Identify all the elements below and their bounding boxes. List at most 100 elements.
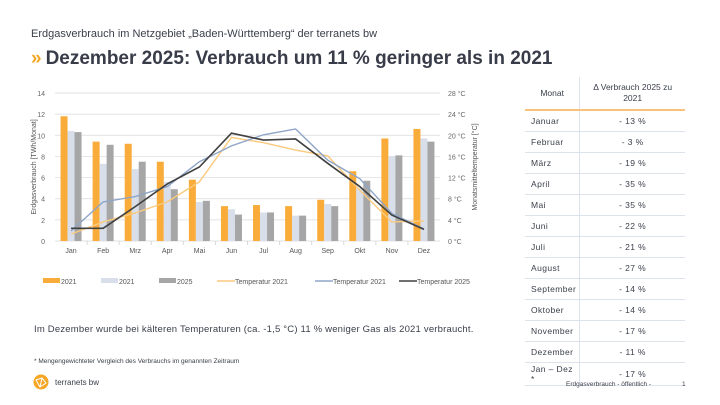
y2-axis-label: Monatsmitteltemperatur [°C] <box>471 123 479 210</box>
bar-2021 <box>163 181 171 241</box>
table-row: Mai - 35 % <box>525 194 685 216</box>
month-label: Juli <box>525 236 581 258</box>
table-row: April - 35 % <box>525 173 685 195</box>
month-label: August <box>525 257 581 279</box>
bar-2021 <box>227 209 235 241</box>
bar-2021 <box>188 179 196 241</box>
y2-tick-label: 20 °C <box>448 132 466 140</box>
bar-2025 <box>74 132 82 241</box>
delta-value: - 27 % <box>579 257 685 279</box>
x-tick-label: Jul <box>259 248 268 255</box>
x-tick-label: Aug <box>289 248 302 255</box>
page-title: » Dezember 2025: Verbrauch um 11 % gering… <box>31 48 553 69</box>
month-label: Jan – Dez * <box>525 362 581 386</box>
legend-label: 2025 <box>177 279 193 286</box>
y2-tick-label: 0 °C <box>448 238 462 246</box>
line-Temperatur-2021 <box>70 128 425 232</box>
y2-tick-label: 16 °C <box>448 153 466 161</box>
x-tick-label: Jan <box>65 248 76 255</box>
x-tick-label: Apr <box>162 248 174 255</box>
legend-swatch <box>43 278 60 283</box>
legend-label: 2021 <box>61 279 77 286</box>
delta-table: Monat Δ Verbrauch 2025 zu 2021 Januar - 1… <box>525 77 685 386</box>
month-label: April <box>525 173 581 195</box>
bar-2025 <box>202 200 210 241</box>
legend-label: 2021 <box>119 279 135 286</box>
subtitle: Erdgasverbrauch im Netzgebiet „Baden-Wür… <box>31 28 378 40</box>
bar-2025 <box>267 212 275 241</box>
bar-2021 <box>253 205 261 241</box>
delta-value: - 17 % <box>579 362 685 386</box>
x-tick-label: Mrz <box>129 248 141 255</box>
table-row: November - 17 % <box>525 320 685 342</box>
y-tick-label: 10 <box>37 133 45 140</box>
delta-value: - 35 % <box>579 173 685 195</box>
x-tick-label: Mai <box>194 248 206 255</box>
bar-2025 <box>170 189 178 241</box>
y-tick-label: 6 <box>41 176 45 183</box>
bar-2021 <box>60 116 68 241</box>
month-label: September <box>525 278 581 300</box>
y2-tick-label: 12 °C <box>448 175 466 183</box>
table-row: Jan – Dez * - 17 % <box>525 362 685 386</box>
chevron-icon: » <box>31 48 42 69</box>
x-tick-label: Feb <box>97 248 109 255</box>
table-row: Januar - 13 % <box>525 110 685 132</box>
y-tick-label: 14 <box>37 91 45 98</box>
month-label: Februar <box>525 131 581 153</box>
y-tick-label: 2 <box>41 218 45 225</box>
footer-label: Erdgasverbrauch - öffentlich - <box>566 381 652 388</box>
legend-label: Temperatur 2021 <box>235 279 288 286</box>
month-label: Oktober <box>525 299 581 321</box>
month-label: Dezember <box>525 341 581 363</box>
bar-2021 <box>349 171 357 241</box>
bar-2025 <box>299 215 307 241</box>
gas-consumption-chart: 0 2 4 6 8 10 12 14 0 °C 4 °C 8 °C 12 °C 16 °C 20 °C 24… <box>31 90 479 286</box>
delta-value: - 19 % <box>579 152 685 174</box>
bar-2021 <box>317 199 325 241</box>
bar-2021 <box>324 204 332 241</box>
bar-2025 <box>106 144 114 241</box>
bar-2025 <box>331 206 339 241</box>
bar-2021 <box>195 201 203 241</box>
month-label: März <box>525 152 581 174</box>
col-header-delta: Δ Verbrauch 2025 zu 2021 <box>579 77 685 111</box>
y-tick-label: 8 <box>41 154 45 161</box>
table-row: Dezember - 11 % <box>525 341 685 363</box>
table-row: Juli - 21 % <box>525 236 685 258</box>
delta-value: - 11 % <box>579 341 685 363</box>
bar-2021 <box>285 206 293 241</box>
y2-tick-label: 28 °C <box>448 90 466 98</box>
legend-swatch <box>159 278 176 283</box>
month-label: Mai <box>525 194 581 216</box>
table-row: August - 27 % <box>525 257 685 279</box>
table-row: September - 14 % <box>525 278 685 300</box>
table-row: Juni - 22 % <box>525 215 685 237</box>
y2-tick-label: 4 °C <box>448 217 462 225</box>
bar-2021 <box>220 206 228 241</box>
line-Temperatur-2025 <box>71 132 425 231</box>
delta-value: - 35 % <box>579 194 685 216</box>
delta-value: - 3 % <box>579 131 685 153</box>
delta-value: - 22 % <box>579 215 685 237</box>
x-tick-label: Nov <box>386 248 399 255</box>
bar-2021 <box>388 156 396 241</box>
y-axis-label: Erdgasverbrauch [TWh/Monat] <box>31 119 38 214</box>
x-tick-label: Sep <box>321 248 334 255</box>
delta-value: - 14 % <box>579 299 685 321</box>
bar-2021 <box>381 138 389 241</box>
bar-2021 <box>131 169 139 241</box>
summary-note: Im Dezember wurde bei kälteren Temperatu… <box>34 324 474 335</box>
bar-2025 <box>234 214 242 241</box>
logo: terranets bw <box>33 374 99 390</box>
bar-2021 <box>292 215 300 241</box>
bar-2025 <box>427 141 435 241</box>
delta-value: - 17 % <box>579 320 685 342</box>
y2-tick-label: 24 °C <box>448 111 466 119</box>
bar-2021 <box>413 128 421 241</box>
y-tick-label: 4 <box>41 197 45 204</box>
y2-tick-label: 8 °C <box>448 196 462 204</box>
x-tick-label: Jun <box>226 248 237 255</box>
bar-2021 <box>420 138 428 241</box>
bar-2021 <box>260 212 268 241</box>
